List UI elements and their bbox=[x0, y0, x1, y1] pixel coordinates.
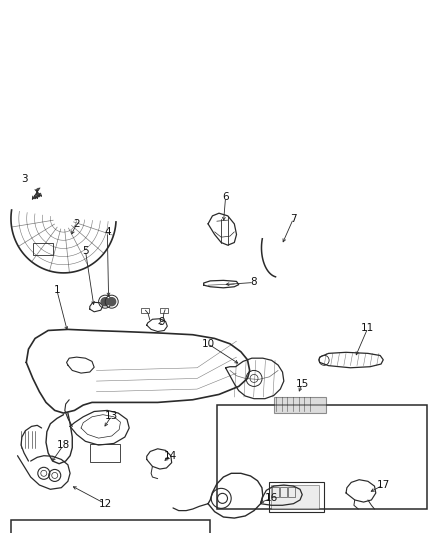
Text: 7: 7 bbox=[290, 214, 297, 223]
Text: 11: 11 bbox=[361, 323, 374, 333]
Text: 15: 15 bbox=[296, 379, 309, 389]
Text: 9: 9 bbox=[159, 318, 166, 327]
Bar bbox=[271, 486, 319, 510]
Bar bbox=[272, 487, 279, 497]
Bar bbox=[141, 308, 149, 313]
Text: 13: 13 bbox=[105, 411, 118, 421]
Bar bbox=[11, 520, 210, 533]
Text: 3: 3 bbox=[21, 174, 28, 183]
Text: 8: 8 bbox=[251, 278, 258, 287]
Bar bbox=[160, 308, 168, 313]
Bar bbox=[269, 482, 325, 512]
Text: 12: 12 bbox=[99, 499, 112, 508]
Circle shape bbox=[101, 297, 109, 306]
Text: 10: 10 bbox=[201, 339, 215, 349]
Bar bbox=[33, 243, 53, 255]
Bar bbox=[288, 487, 295, 497]
Text: 18: 18 bbox=[57, 440, 70, 450]
Bar bbox=[274, 397, 326, 413]
Text: 5: 5 bbox=[82, 246, 89, 255]
Text: 14: 14 bbox=[164, 451, 177, 461]
Text: 4: 4 bbox=[104, 227, 111, 237]
Circle shape bbox=[108, 297, 116, 306]
Text: 6: 6 bbox=[222, 192, 229, 202]
Bar bbox=[90, 444, 120, 462]
Text: 16: 16 bbox=[265, 494, 278, 503]
Text: 2: 2 bbox=[73, 219, 80, 229]
Bar bbox=[217, 405, 427, 509]
Text: 1: 1 bbox=[53, 286, 60, 295]
Bar bbox=[280, 487, 287, 497]
Text: 17: 17 bbox=[377, 480, 390, 490]
